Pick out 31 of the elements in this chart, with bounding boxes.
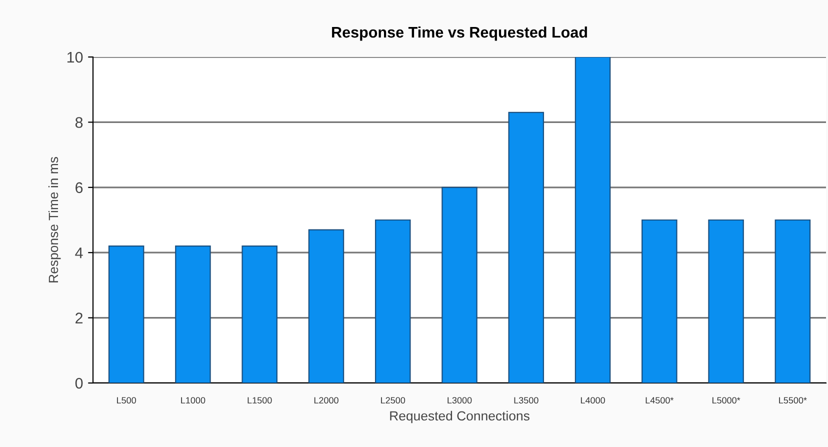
x-tick-label: L2500 [381,397,406,404]
x-axis-title: Requested Connections [390,410,530,424]
x-tick-label: L1500 [248,397,272,404]
y-tick-label: 6 [76,182,83,194]
x-tick-label: L500 [117,397,136,404]
bar [574,57,611,383]
bar [442,186,478,383]
bar [708,219,744,383]
bar [642,219,678,383]
y-tick-label: 10 [67,52,83,63]
bar [374,219,411,383]
y-tick-label: 8 [75,117,83,128]
y-tick-label: 0 [75,378,83,389]
y-axis-title: Response Time in ms [48,157,61,282]
x-tick-label: L3500 [514,397,538,404]
y-tick-label: 4 [75,248,83,258]
x-tick-label: L5500* [779,397,807,404]
bar [508,112,544,383]
bar [175,246,211,383]
x-tick-label: L2000 [314,397,338,404]
bar [242,246,278,383]
bar [308,229,344,383]
x-tick-label: L4000 [580,397,605,404]
chart-title: Response Time vs Requested Load [332,26,587,41]
x-tick-label: L3000 [448,397,472,404]
bar [108,246,144,383]
x-tick-label: L1000 [181,397,206,404]
x-tick-label: L5000* [712,397,740,404]
y-tick-label: 2 [76,312,83,324]
x-tick-label: L4500* [646,397,674,404]
bar [774,219,811,383]
